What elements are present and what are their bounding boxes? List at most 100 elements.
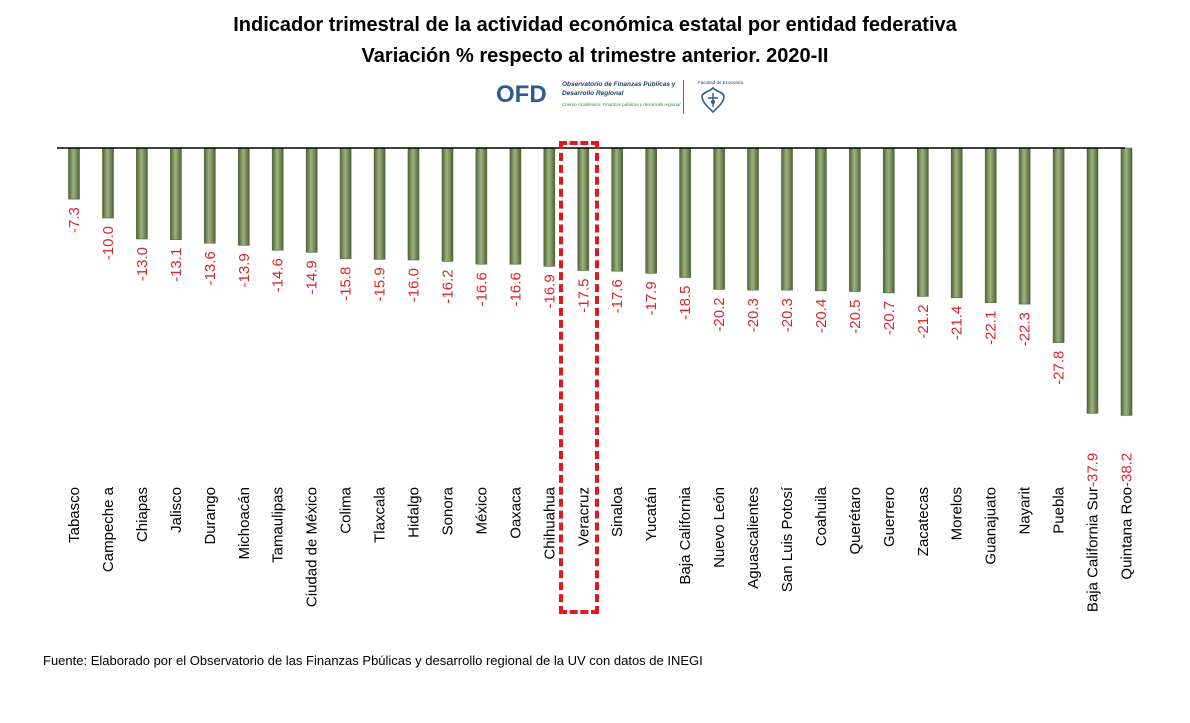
category-label: Zacatecas (915, 487, 932, 556)
bar-campeche-a (102, 147, 114, 219)
value-label: -20.5 (847, 300, 864, 334)
category-label: Coahuila (813, 486, 830, 546)
category-label: Durango (202, 487, 219, 545)
bar-jalisco (170, 147, 182, 240)
value-label: -16.0 (406, 268, 423, 302)
bar-baja-california-sur (1086, 147, 1099, 414)
category-label: Ciudad de México (304, 487, 321, 607)
veracruz-highlight-box (559, 141, 599, 614)
category-label: Tamaulipas (270, 487, 287, 563)
category-label: Morelos (949, 487, 966, 540)
value-label: -22.3 (1017, 312, 1034, 346)
logo-separator (683, 80, 684, 114)
logo-name-line2: Desarrollo Regional (562, 90, 624, 97)
value-label: -27.8 (1051, 351, 1068, 385)
logo-name-line1: Observatorio de Finanzas Públicas y (562, 81, 676, 88)
source-note: Fuente: Elaborado por el Observatorio de… (43, 653, 703, 668)
value-label: -13.6 (202, 251, 219, 285)
category-label: México (473, 487, 490, 535)
bar-san-luis-potosí (781, 147, 793, 291)
bar-aguascalientes (747, 147, 759, 291)
bar-chihuahua (543, 147, 556, 267)
bar-guanajuato (984, 147, 997, 303)
category-label: Tabasco (66, 487, 83, 543)
value-label: -20.7 (881, 301, 898, 335)
bar-guerrero (882, 147, 895, 294)
category-label: Aguascalientes (745, 487, 762, 589)
category-label: Nayarit (1017, 486, 1034, 534)
value-label: -20.3 (779, 298, 796, 332)
value-label: -14.9 (304, 260, 321, 294)
value-label: -17.5 (575, 279, 592, 313)
logo-faculty: Facultad de Economía (698, 80, 744, 85)
category-label: Querétaro (847, 487, 864, 555)
value-label: -20.2 (711, 297, 728, 331)
value-label: -7.3 (66, 207, 83, 233)
bar-nayarit (1018, 147, 1031, 305)
category-label: Baja California (677, 486, 694, 584)
bar-nuevo-león (713, 147, 725, 290)
bar-michoacán (238, 147, 250, 246)
value-label: -15.8 (338, 267, 355, 301)
category-label: Colima (338, 486, 355, 533)
category-label: Veracruz (575, 487, 592, 546)
category-label: Yucatán (643, 487, 660, 541)
bar-querétaro (849, 147, 861, 292)
value-label: -22.1 (983, 311, 1000, 345)
bar-coahuila (815, 147, 827, 292)
category-label: Jalisco (168, 487, 185, 533)
bar-tlaxcala (373, 147, 386, 260)
value-label: -38.2 (1119, 453, 1136, 487)
category-label: Oaxaca (507, 486, 524, 538)
bars-group (68, 147, 1133, 416)
bar-tabasco (68, 147, 80, 200)
chart-title: Indicador trimestral de la actividad eco… (233, 14, 957, 36)
category-label: Puebla (1051, 486, 1068, 533)
ofd-logo: OFD Observatorio de Finanzas Públicas y … (492, 78, 744, 116)
category-label: Michoacán (236, 487, 253, 560)
value-label: -18.5 (677, 286, 694, 320)
value-label: -16.6 (507, 272, 524, 306)
category-label: Campeche a (100, 486, 117, 572)
bar-ciudad-de-méxico (305, 147, 318, 253)
logo-acronym: OFD (496, 81, 547, 108)
value-label: -13.0 (134, 247, 151, 281)
category-label: Sonora (440, 486, 457, 535)
value-label: -20.4 (813, 299, 830, 333)
value-labels-group: -7.3-10.0-13.0 -13.1 -13.6 -13.9 -14.6 -14.9-… (66, 207, 1136, 487)
bar-hidalgo (407, 147, 420, 261)
bar-tamaulipas (271, 147, 284, 251)
category-label: Sinaloa (609, 486, 626, 537)
bar-oaxaca (509, 147, 522, 265)
value-label: -21.4 (949, 306, 966, 340)
value-label: -17.9 (643, 281, 660, 315)
chart-subtitle: Variación % respecto al trimestre anteri… (361, 45, 829, 67)
bar-durango (204, 147, 216, 244)
value-label: -21.2 (915, 304, 932, 338)
category-label: Tlaxcala (372, 486, 389, 543)
value-label: -14.6 (270, 258, 287, 292)
value-label: -37.9 (1085, 453, 1102, 487)
bar-baja-california (679, 147, 691, 278)
value-label: -15.9 (372, 267, 389, 301)
value-label: -16.9 (541, 274, 558, 308)
category-label: Chiapas (134, 487, 151, 542)
category-label: Hidalgo (406, 487, 423, 538)
category-label: Guanajuato (983, 487, 1000, 565)
category-label: San Luis Potosí (779, 486, 796, 592)
bar-colima (339, 147, 352, 259)
category-label: Chihuahua (541, 486, 558, 559)
bar-chiapas (136, 147, 148, 240)
bar-puebla (1052, 147, 1065, 343)
bar-morelos (950, 147, 963, 299)
value-label: -10.0 (100, 226, 117, 260)
value-label: -16.2 (440, 269, 457, 303)
value-label: -20.3 (745, 298, 762, 332)
bar-sonora (441, 147, 454, 262)
value-label: -13.1 (168, 248, 185, 282)
bar-quintana-roo (1120, 147, 1133, 416)
bar-yucatán (645, 147, 658, 274)
value-label: -13.9 (236, 253, 253, 287)
category-label: Baja California Sur (1085, 487, 1102, 612)
